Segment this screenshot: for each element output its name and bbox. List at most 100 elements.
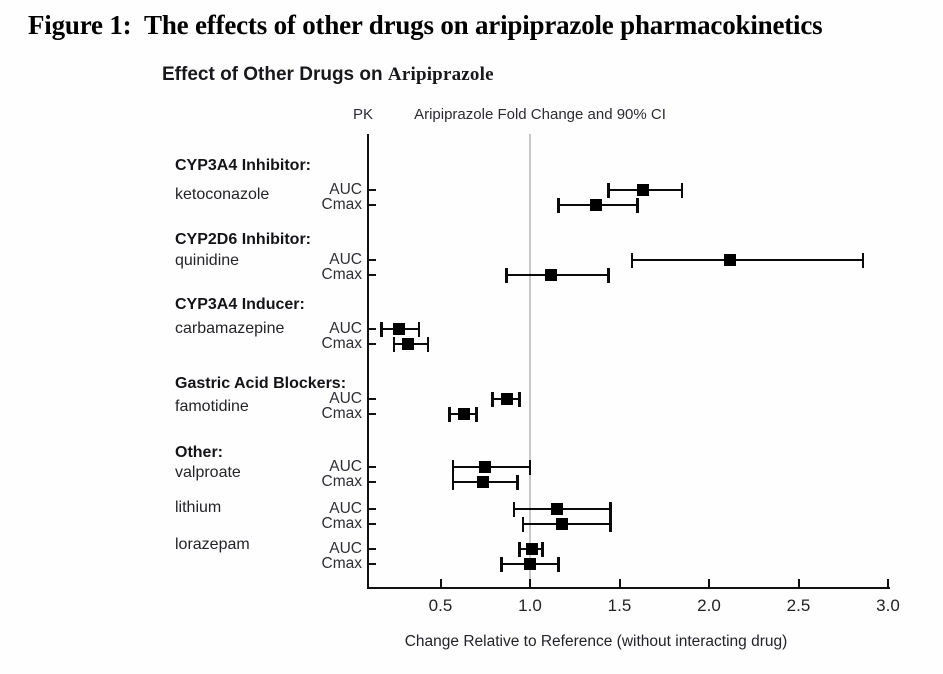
error-bar <box>632 258 863 262</box>
error-bar-cap-left <box>500 556 503 572</box>
drug-label: valproate <box>175 464 241 481</box>
error-bar-cap-right <box>517 391 521 407</box>
error-bar-cap-left <box>448 406 451 422</box>
pk-row-label: Cmax <box>321 515 362 532</box>
pk-row-label: AUC <box>329 390 362 407</box>
pk-row-label: AUC <box>329 181 362 198</box>
point-marker <box>393 323 406 335</box>
point-marker <box>479 461 492 473</box>
x-tick-label: 1.5 <box>607 596 632 615</box>
error-bar-cap-right <box>609 501 612 517</box>
error-bar-cap-left <box>512 501 516 517</box>
chart-title-text: Effect of Other Drugs on <box>162 64 388 85</box>
x-tick-label: 0.5 <box>428 596 453 615</box>
pk-row-label: Cmax <box>321 196 362 213</box>
y-axis-tick <box>367 204 376 206</box>
y-axis-line <box>367 134 369 589</box>
group-header-label: CYP2D6 Inhibitor: <box>175 231 312 248</box>
point-marker <box>724 254 737 266</box>
x-axis-line <box>367 587 890 589</box>
x-axis-label: Change Relative to Reference (without in… <box>404 633 788 650</box>
x-tick <box>797 579 800 587</box>
group-header-label: CYP3A4 Inducer: <box>175 296 305 313</box>
point-marker <box>477 476 490 488</box>
point-marker <box>457 408 470 420</box>
point-marker <box>524 558 536 570</box>
y-axis-tick <box>367 481 376 483</box>
pk-row-label: AUC <box>329 458 362 475</box>
y-axis-tick <box>367 274 376 276</box>
point-marker <box>636 184 649 196</box>
x-tick-label: 3.0 <box>876 596 900 615</box>
pk-row-label: Cmax <box>321 473 362 490</box>
error-bar-cap-right <box>861 252 865 268</box>
drug-label: famotidine <box>175 398 249 415</box>
drug-label: ketoconazole <box>175 186 270 203</box>
pk-row-label: AUC <box>329 251 362 268</box>
y-axis-tick <box>367 189 376 191</box>
y-axis-tick <box>367 413 376 415</box>
point-marker <box>525 543 538 555</box>
pk-row-label: Cmax <box>321 335 362 352</box>
drug-label: lorazepam <box>175 536 250 553</box>
x-tick-label: 2.5 <box>786 596 811 615</box>
reference-line <box>529 134 531 583</box>
error-bar-cap-right <box>636 197 639 213</box>
pk-row-label: Cmax <box>321 266 362 283</box>
error-bar-cap-right <box>607 267 611 283</box>
pk-row-label: Cmax <box>321 405 362 422</box>
drug-label: carbamazepine <box>175 320 285 337</box>
x-tick <box>887 579 889 587</box>
error-bar <box>453 465 530 469</box>
y-axis-tick <box>367 508 376 510</box>
x-tick <box>618 579 621 587</box>
drug-label: quinidine <box>175 252 240 269</box>
error-bar-cap-right <box>417 321 421 337</box>
error-bar-cap-right <box>528 459 532 475</box>
pk-column-header: PK <box>352 106 374 123</box>
pk-row-label: Cmax <box>321 555 362 572</box>
pk-row-label: AUC <box>329 320 362 337</box>
point-marker <box>545 269 558 281</box>
y-axis-tick <box>367 466 376 468</box>
error-bar-cap-left <box>505 267 509 283</box>
group-header-label: Other: <box>175 444 223 461</box>
pk-row-label: AUC <box>329 500 362 517</box>
y-axis-tick <box>367 328 376 330</box>
error-bar-cap-left <box>557 197 560 213</box>
error-bar-cap-left <box>517 541 521 557</box>
point-marker <box>556 518 569 530</box>
y-axis-tick <box>367 548 376 550</box>
x-tick-label: 2.0 <box>697 596 721 615</box>
point-marker <box>402 338 415 350</box>
point-marker <box>500 393 513 405</box>
y-axis-tick <box>367 343 376 345</box>
error-bar-cap-right <box>609 516 612 532</box>
group-header-label: Gastric Acid Blockers: <box>175 375 347 392</box>
error-bar-cap-right <box>541 541 544 557</box>
error-bar-cap-left <box>630 252 634 268</box>
error-bar-cap-left <box>380 321 383 337</box>
error-bar-cap-right <box>516 474 519 490</box>
y-axis-tick <box>367 259 376 261</box>
chart-title: Effect of Other Drugs on Aripiprazole <box>162 64 494 86</box>
x-tick <box>439 579 442 587</box>
error-bar <box>506 273 609 277</box>
error-bar-cap-left <box>607 182 611 198</box>
error-bar-cap-left <box>521 516 525 532</box>
error-bar-cap-right <box>426 336 430 352</box>
pk-row-label: AUC <box>329 540 362 557</box>
y-axis-tick <box>367 398 376 400</box>
chart-title-drug-name: Aripiprazole <box>387 64 494 85</box>
figure-title: Figure 1: The effects of other drugs on … <box>28 10 823 40</box>
error-bar-cap-left <box>392 336 396 352</box>
error-bar-cap-right <box>475 406 478 422</box>
error-bar-cap-right <box>557 556 560 572</box>
point-marker <box>550 503 563 515</box>
error-bar-cap-right <box>680 182 684 198</box>
error-bar-cap-left <box>451 474 455 490</box>
y-axis-tick <box>367 523 376 525</box>
drug-label: lithium <box>175 499 222 516</box>
x-tick <box>708 579 710 587</box>
